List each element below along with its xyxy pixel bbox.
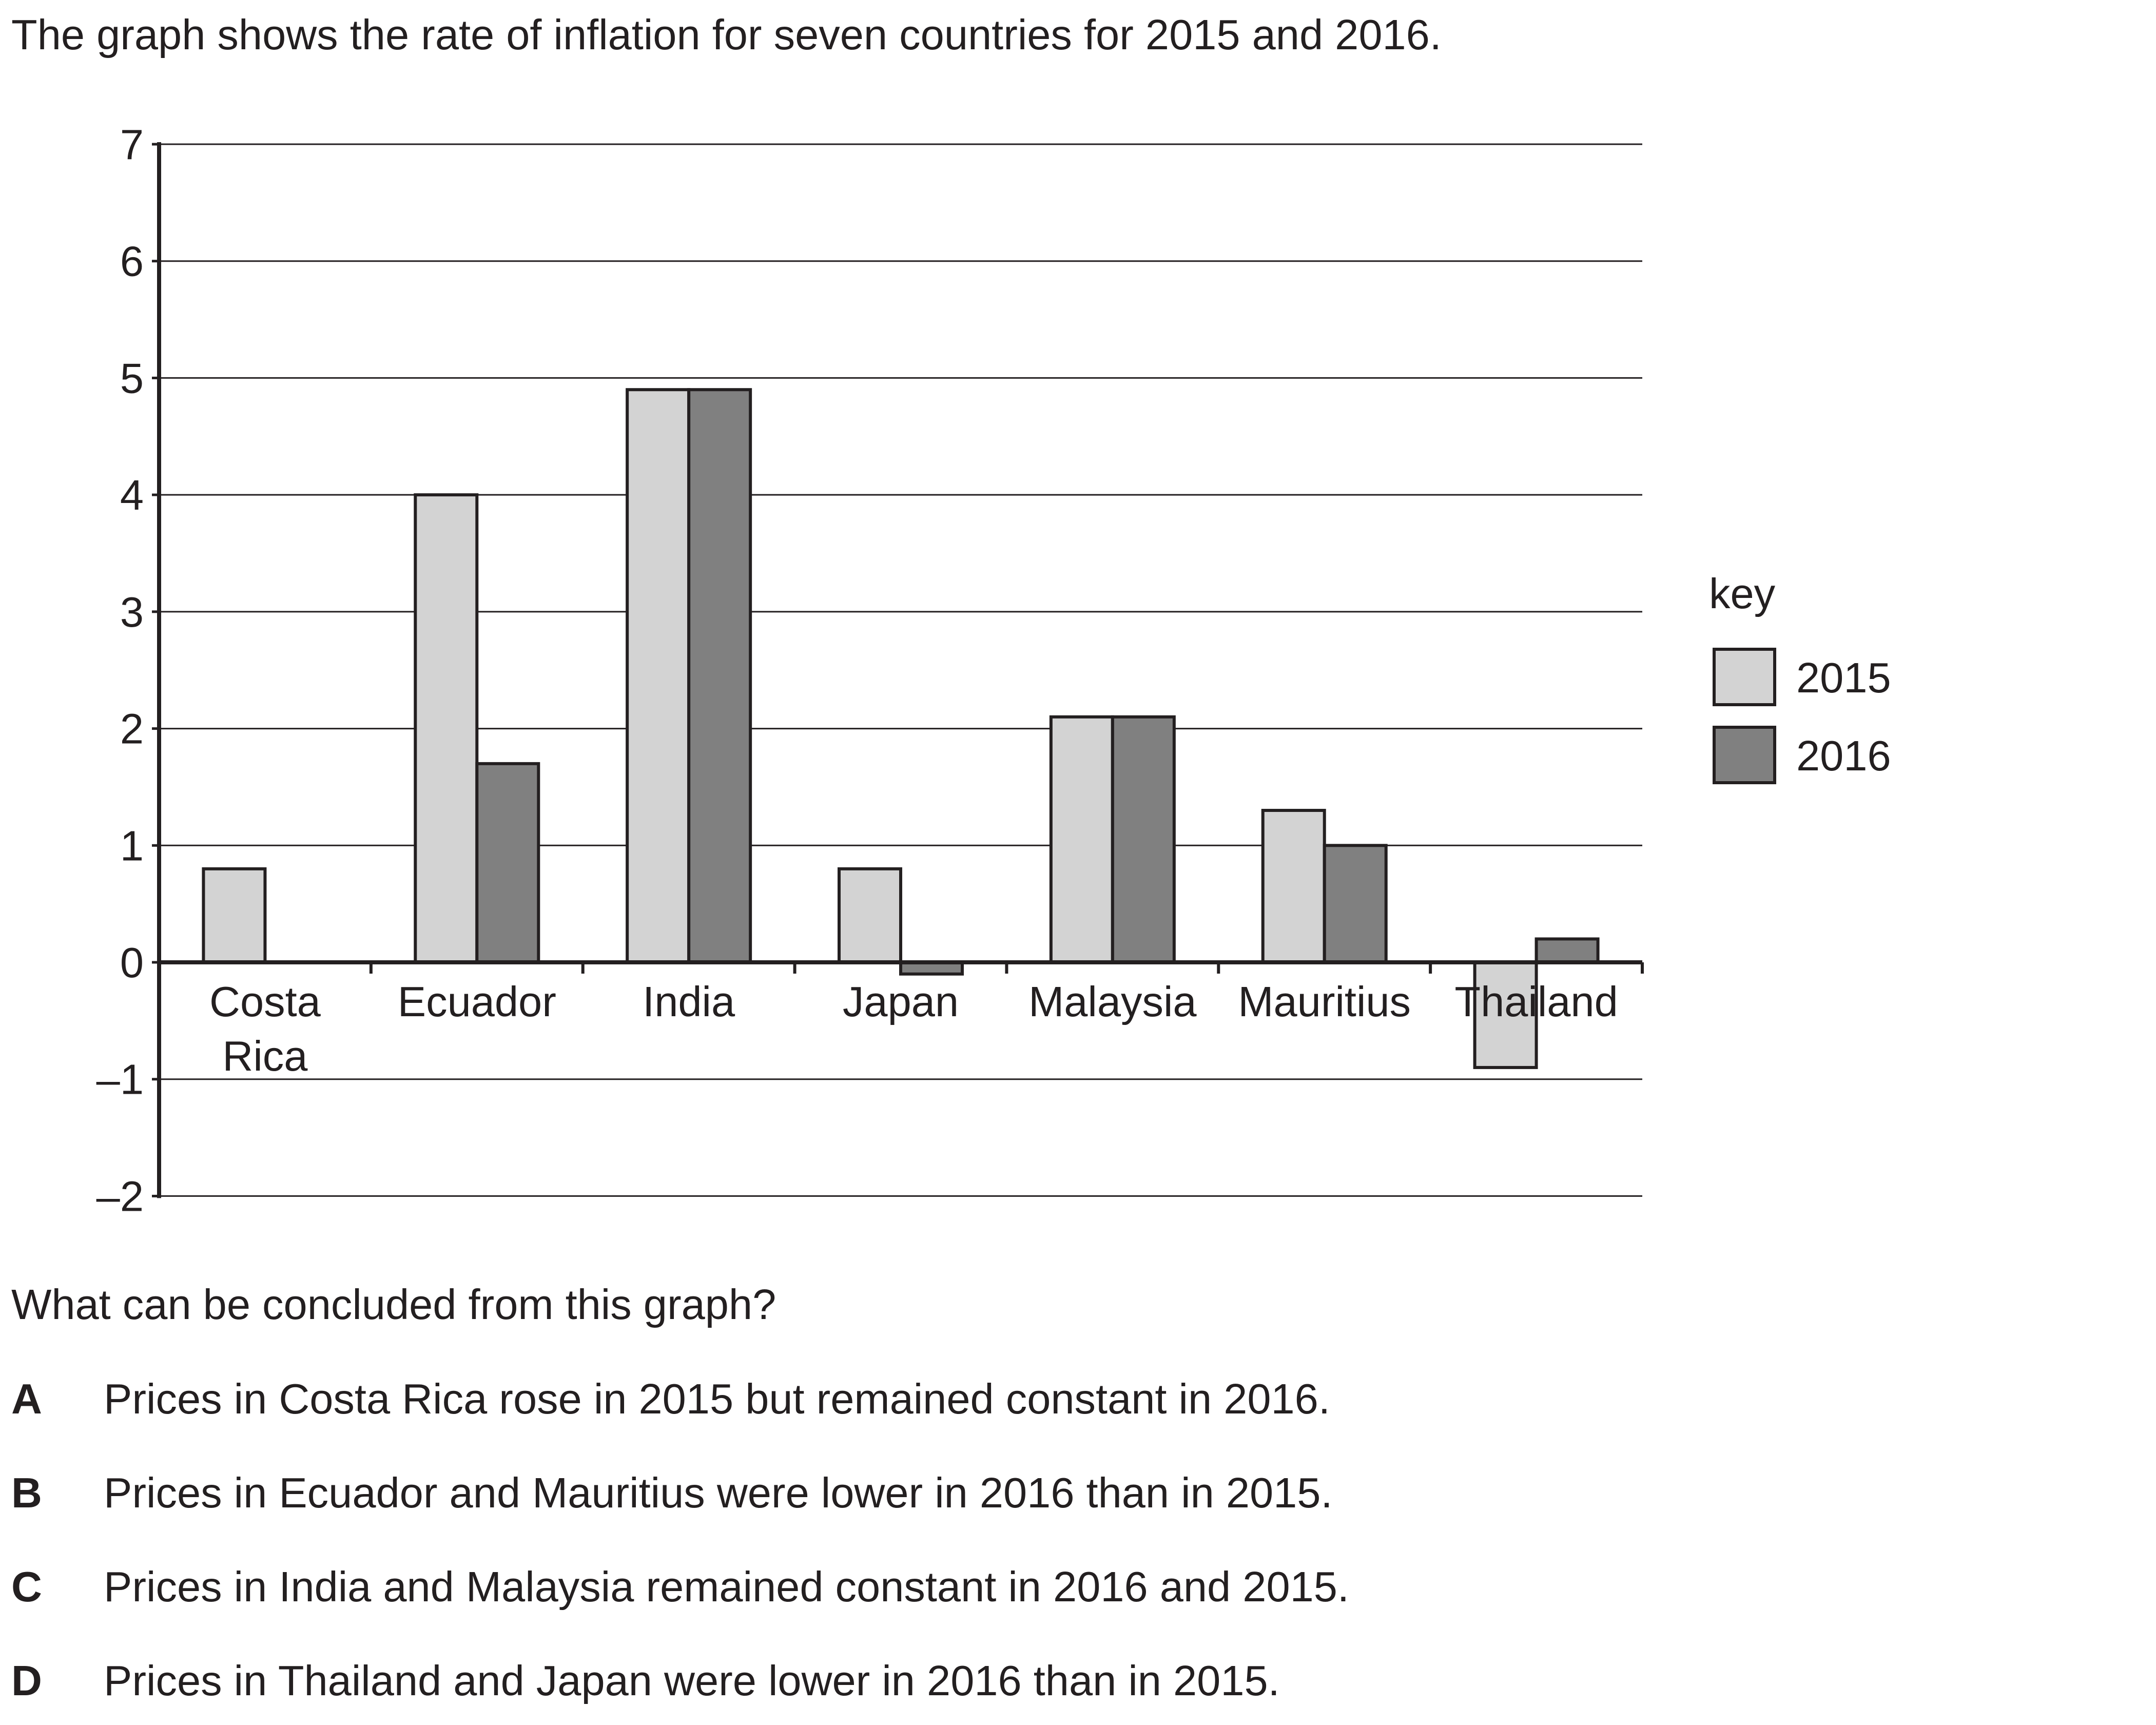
answer-option-b[interactable]: B Prices in Ecuador and Mauritius were lo…	[11, 1464, 1333, 1522]
option-text: Prices in Ecuador and Mauritius were low…	[104, 1469, 1333, 1517]
bar-2016	[1535, 937, 1600, 964]
option-letter: C	[11, 1563, 42, 1611]
option-letter: D	[11, 1657, 42, 1704]
inflation-bar-chart: 7 6 5 4 3 2 1 0 –1 –2 Costa Rica Ecuador India Japan Ma…	[96, 121, 1891, 1220]
y-tick-label: 4	[120, 471, 144, 519]
intro-text: The graph shows the rate of inflation fo…	[11, 11, 1442, 59]
bar-2015	[626, 388, 691, 964]
category-label: Malaysia	[1028, 978, 1197, 1025]
bar-2015	[1049, 715, 1114, 964]
category-label: Ecuador	[398, 978, 556, 1025]
category-label: Costa	[209, 978, 321, 1025]
y-tick-label: –1	[96, 1056, 144, 1103]
category-label: Thailand	[1454, 978, 1618, 1025]
bar-2016	[1323, 844, 1388, 964]
legend-swatch-2015	[1713, 648, 1776, 706]
y-tick-label: 3	[120, 588, 144, 636]
bar-2015	[414, 493, 479, 964]
y-tick-label: 6	[120, 238, 144, 285]
axes	[152, 142, 1644, 1198]
option-text: Prices in India and Malaysia remained co…	[104, 1563, 1349, 1611]
legend-label-2015: 2015	[1796, 654, 1891, 702]
option-text: Prices in Costa Rica rose in 2015 but re…	[104, 1375, 1330, 1423]
category-label: India	[643, 978, 735, 1025]
bar-2015	[1261, 808, 1326, 964]
legend-swatch-2016	[1713, 726, 1776, 784]
answer-option-c[interactable]: C Prices in India and Malaysia remained c…	[11, 1558, 1349, 1616]
axis-labels: 7 6 5 4 3 2 1 0 –1 –2 Costa Rica Ecuador India Japan Ma…	[96, 121, 1618, 1220]
answer-option-a[interactable]: A Prices in Costa Rica rose in 2015 but r…	[11, 1370, 1330, 1428]
bar-2016	[1111, 715, 1176, 964]
legend: key 2015 2016	[1709, 570, 1891, 784]
bar-2015	[1473, 961, 1538, 1069]
option-letter: B	[11, 1469, 42, 1517]
bar-2015	[838, 867, 902, 964]
bars	[202, 388, 1600, 1069]
bar-2016	[475, 762, 540, 964]
y-tick-label: 5	[120, 354, 144, 402]
option-letter: A	[11, 1375, 42, 1423]
category-label: Rica	[222, 1032, 308, 1080]
y-tick-label: 0	[120, 939, 144, 986]
y-tick-label: 7	[120, 121, 144, 168]
y-tick-label: 1	[120, 822, 144, 869]
gridlines	[159, 143, 1642, 1197]
answer-option-d[interactable]: D Prices in Thailand and Japan were lower…	[11, 1652, 1280, 1710]
category-label: Mauritius	[1238, 978, 1411, 1025]
category-label: Japan	[843, 978, 959, 1025]
y-tick-label: –2	[96, 1172, 144, 1220]
bar-2016	[687, 388, 752, 964]
legend-label-2016: 2016	[1796, 732, 1891, 780]
y-tick-label: 2	[120, 705, 144, 753]
bar-2015	[202, 867, 267, 964]
question-text: What can be concluded from this graph?	[11, 1281, 776, 1328]
legend-title: key	[1709, 570, 1776, 617]
option-text: Prices in Thailand and Japan were lower …	[104, 1657, 1280, 1704]
